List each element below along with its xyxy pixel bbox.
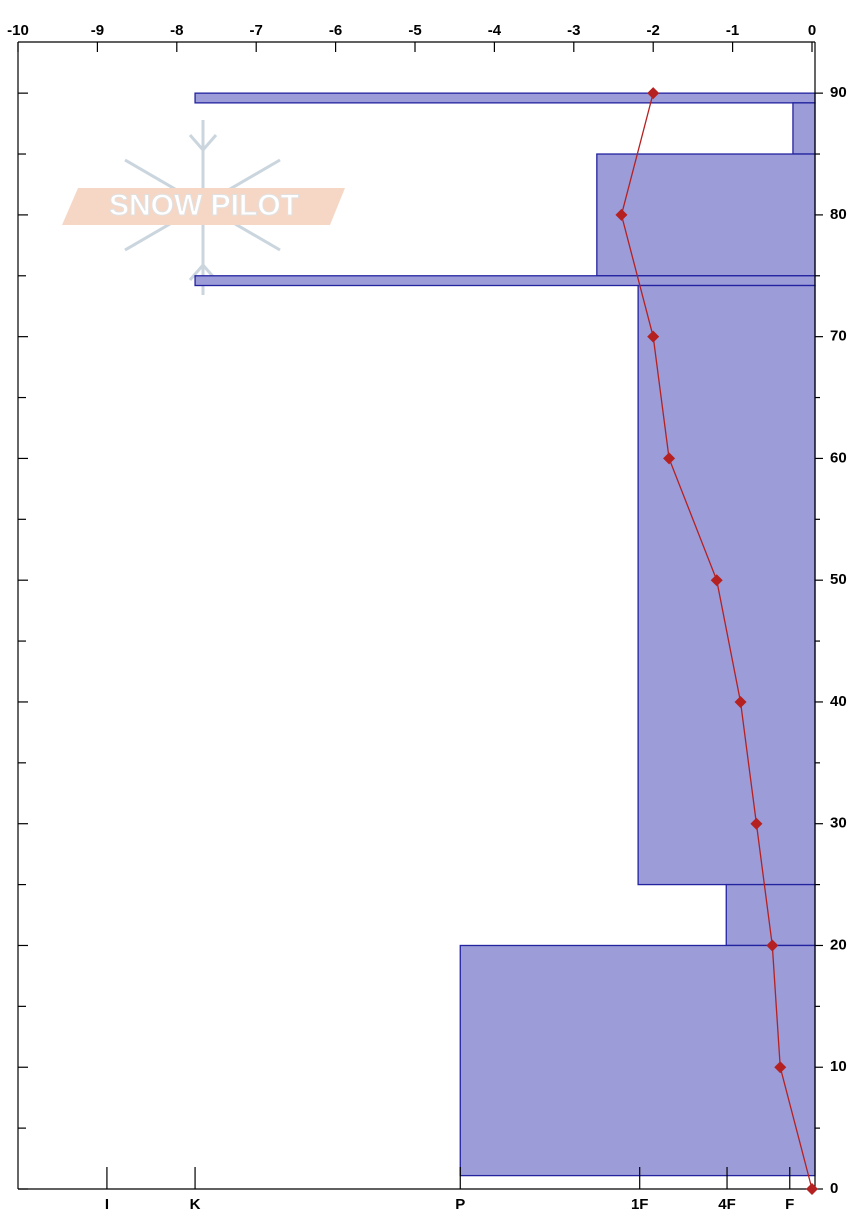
- layer: [194, 92, 816, 104]
- x-tick-label: 0: [808, 22, 816, 39]
- logo-band: [62, 188, 345, 225]
- x-tick-label: -9: [91, 22, 104, 39]
- hardness-label: I: [105, 1196, 109, 1213]
- temperature-line: [620, 92, 813, 1190]
- layer: [596, 153, 816, 277]
- layer: [459, 944, 816, 1177]
- y-tick-label: 10: [830, 1058, 847, 1075]
- x-tick-label: -5: [408, 22, 421, 39]
- temperature-point: [734, 695, 747, 708]
- x-tick-label: -8: [170, 22, 183, 39]
- hardness-label: 1F: [631, 1196, 649, 1213]
- temperature-point: [750, 817, 763, 830]
- x-tick-label: -2: [647, 22, 660, 39]
- watermark: SNOW PILOT: [62, 120, 345, 295]
- layer: [792, 102, 816, 155]
- y-tick-label: 30: [830, 815, 847, 832]
- hardness-label: K: [190, 1196, 201, 1213]
- x-tick-label: -6: [329, 22, 342, 39]
- y-tick-label: 0: [830, 1180, 838, 1197]
- temperature-point: [647, 330, 660, 343]
- y-tick-label: 20: [830, 936, 847, 953]
- hardness-label: 4F: [718, 1196, 736, 1213]
- temperature-point: [774, 1061, 787, 1074]
- temperature-point: [806, 1183, 818, 1195]
- y-tick-label: 50: [830, 571, 847, 588]
- x-tick-label: -10: [7, 22, 29, 39]
- x-tick-label: -3: [567, 22, 580, 39]
- y-tick-label: 70: [830, 328, 847, 345]
- y-tick-label: 90: [830, 84, 847, 101]
- y-tick-label: 40: [830, 693, 847, 710]
- hardness-label: F: [785, 1196, 794, 1213]
- layer: [637, 284, 816, 886]
- x-tick-label: -4: [488, 22, 502, 39]
- y-tick-label: 60: [830, 449, 847, 466]
- temperature-point: [710, 574, 723, 587]
- y-tick-label: 80: [830, 206, 847, 223]
- x-tick-label: -1: [726, 22, 739, 39]
- layer: [194, 275, 816, 287]
- temperature-point: [663, 452, 676, 465]
- hardness-label: P: [455, 1196, 465, 1213]
- temperature-point: [615, 208, 628, 221]
- temperature-point: [766, 939, 779, 952]
- watermark-text: SNOW PILOT: [109, 189, 299, 222]
- temperature-point: [647, 87, 660, 100]
- x-tick-label: -7: [250, 22, 263, 39]
